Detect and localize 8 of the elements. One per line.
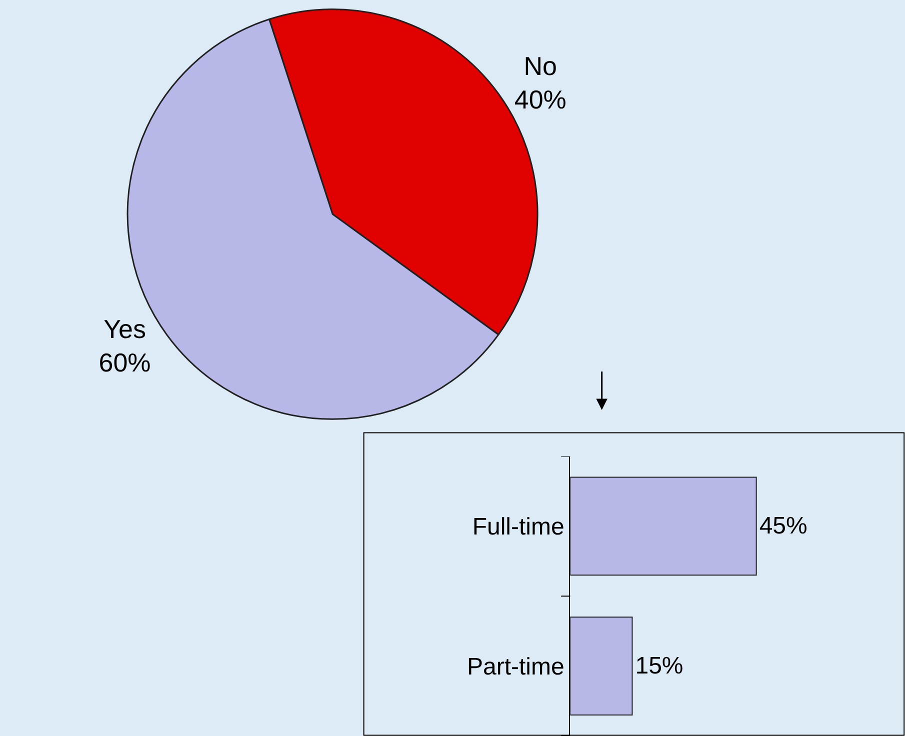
data-label: 45% — [759, 512, 808, 540]
y-tick-label: Full-time — [472, 514, 564, 541]
data-label: 15% — [635, 652, 684, 680]
data-label: 40% — [514, 84, 566, 115]
y-tick-label: Part-time — [466, 653, 564, 680]
slice-label: Yes — [104, 314, 146, 344]
slice-label: No — [524, 50, 558, 81]
data-label: 60% — [98, 348, 151, 378]
